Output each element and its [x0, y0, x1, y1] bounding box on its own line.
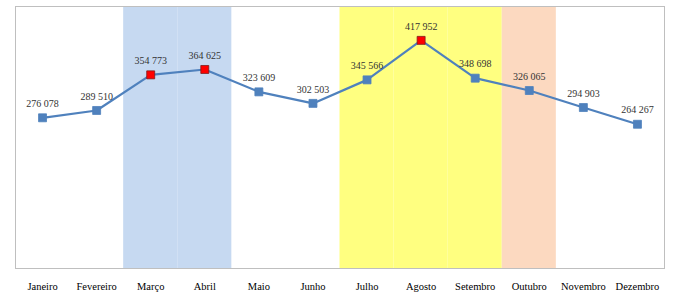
- svg-text:Outubro: Outubro: [512, 281, 547, 292]
- svg-text:Maio: Maio: [248, 281, 270, 292]
- svg-text:Junho: Junho: [300, 281, 325, 292]
- svg-text:Fevereiro: Fevereiro: [77, 281, 117, 292]
- svg-text:294 903: 294 903: [567, 88, 600, 99]
- svg-text:Dezembro: Dezembro: [616, 281, 660, 292]
- svg-text:364 625: 364 625: [189, 50, 222, 61]
- svg-text:417 952: 417 952: [405, 21, 438, 32]
- svg-text:326 065: 326 065: [513, 71, 546, 82]
- svg-text:348 698: 348 698: [459, 58, 492, 69]
- svg-text:289 510: 289 510: [80, 91, 113, 102]
- svg-text:323 609: 323 609: [243, 72, 276, 83]
- svg-text:345 566: 345 566: [351, 60, 384, 71]
- svg-text:Setembro: Setembro: [455, 281, 495, 292]
- svg-text:Março: Março: [137, 281, 164, 292]
- svg-text:Novembro: Novembro: [561, 281, 606, 292]
- svg-text:Abril: Abril: [194, 281, 216, 292]
- svg-text:276 078: 276 078: [26, 98, 59, 109]
- svg-text:264 267: 264 267: [621, 104, 654, 115]
- svg-text:302 503: 302 503: [297, 84, 330, 95]
- svg-text:Janeiro: Janeiro: [27, 281, 57, 292]
- svg-text:Julho: Julho: [356, 281, 379, 292]
- svg-text:Agosto: Agosto: [406, 281, 436, 292]
- svg-text:354 773: 354 773: [134, 55, 167, 66]
